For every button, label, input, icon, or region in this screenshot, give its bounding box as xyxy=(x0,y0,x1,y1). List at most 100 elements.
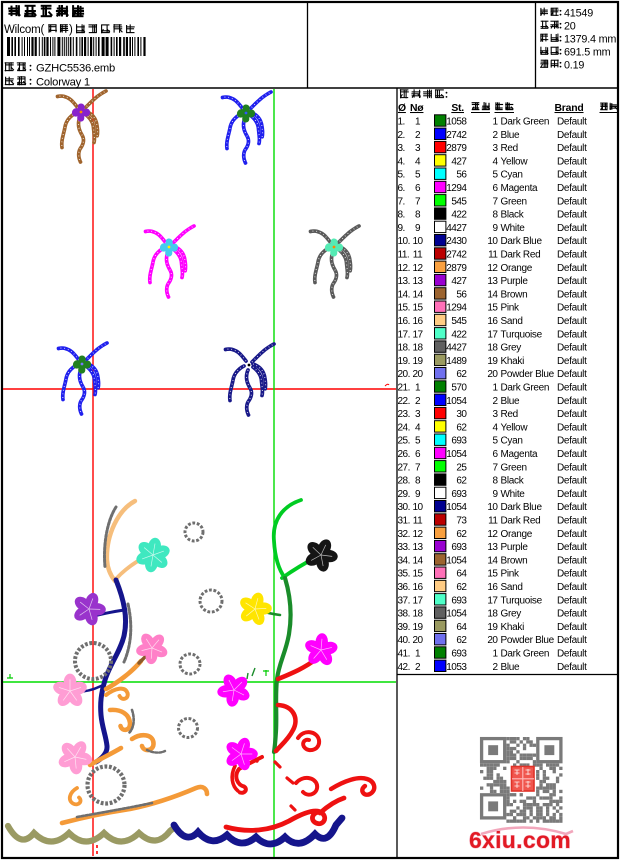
svg-text:2: 2 xyxy=(415,396,421,407)
svg-text:42.: 42. xyxy=(398,662,410,673)
svg-text:12: 12 xyxy=(487,529,498,540)
svg-text:14.: 14. xyxy=(398,289,410,300)
svg-text:Default: Default xyxy=(557,462,587,473)
svg-text:422: 422 xyxy=(451,329,467,340)
svg-text:4427: 4427 xyxy=(446,343,467,354)
svg-text:16: 16 xyxy=(487,316,498,327)
svg-text:0.19: 0.19 xyxy=(564,60,584,72)
svg-text:13: 13 xyxy=(487,276,498,287)
svg-text:13.: 13. xyxy=(398,276,410,287)
svg-text:Default: Default xyxy=(557,316,587,327)
svg-text:20: 20 xyxy=(412,369,423,380)
svg-text:19: 19 xyxy=(412,622,423,633)
svg-text:Default: Default xyxy=(557,396,587,407)
svg-text:2.: 2. xyxy=(398,130,405,141)
svg-text:7: 7 xyxy=(415,462,421,473)
svg-text:Blue: Blue xyxy=(501,130,521,141)
svg-text:3: 3 xyxy=(492,409,498,420)
svg-text:7: 7 xyxy=(415,196,421,207)
svg-text:73: 73 xyxy=(456,516,467,527)
svg-text:Default: Default xyxy=(557,210,587,221)
svg-text:8: 8 xyxy=(492,476,498,487)
svg-text:Default: Default xyxy=(557,436,587,447)
svg-text:Red: Red xyxy=(501,143,518,154)
svg-text:9.: 9. xyxy=(398,223,405,234)
svg-text:15: 15 xyxy=(412,569,423,580)
svg-text:27.: 27. xyxy=(398,462,410,473)
svg-text:1: 1 xyxy=(492,117,498,128)
svg-text:15: 15 xyxy=(487,569,498,580)
svg-text:Default: Default xyxy=(557,263,587,274)
svg-text:Khaki: Khaki xyxy=(501,356,525,367)
svg-text:4: 4 xyxy=(492,156,498,167)
svg-text:Default: Default xyxy=(557,289,587,300)
svg-text:Orange: Orange xyxy=(501,529,533,540)
svg-text:Dark Blue: Dark Blue xyxy=(501,236,543,247)
svg-text:6: 6 xyxy=(492,183,498,194)
svg-text:Default: Default xyxy=(557,476,587,487)
svg-text:5.: 5. xyxy=(398,170,405,181)
svg-text:Dark Green: Dark Green xyxy=(501,383,550,394)
svg-text:15: 15 xyxy=(412,303,423,314)
svg-text:32.: 32. xyxy=(398,529,410,540)
svg-text:2879: 2879 xyxy=(446,143,467,154)
svg-text:Default: Default xyxy=(557,383,587,394)
svg-text:12: 12 xyxy=(487,263,498,274)
svg-text:Default: Default xyxy=(557,356,587,367)
svg-text:Default: Default xyxy=(557,183,587,194)
svg-text:Default: Default xyxy=(557,622,587,633)
svg-text:Grey: Grey xyxy=(501,343,522,354)
svg-text:2: 2 xyxy=(492,130,498,141)
svg-text:Default: Default xyxy=(557,250,587,261)
svg-text:15: 15 xyxy=(487,303,498,314)
svg-text:4: 4 xyxy=(492,422,498,433)
svg-text:28.: 28. xyxy=(398,476,410,487)
svg-text:2742: 2742 xyxy=(446,130,467,141)
svg-text:693: 693 xyxy=(451,436,467,447)
svg-text:17: 17 xyxy=(412,329,423,340)
svg-text:GZHC5536.emb: GZHC5536.emb xyxy=(36,63,115,75)
svg-text:2: 2 xyxy=(415,662,421,673)
svg-text:Default: Default xyxy=(557,582,587,593)
svg-text:10: 10 xyxy=(412,502,423,513)
svg-text:Cyan: Cyan xyxy=(501,436,523,447)
svg-text:Default: Default xyxy=(557,422,587,433)
svg-text:Brand: Brand xyxy=(555,103,584,114)
svg-text:8.: 8. xyxy=(398,210,405,221)
svg-text:422: 422 xyxy=(451,210,467,221)
svg-text:Nø: Nø xyxy=(410,103,424,114)
svg-text:17.: 17. xyxy=(398,329,410,340)
svg-text:Dark Blue: Dark Blue xyxy=(501,502,543,513)
svg-text:26.: 26. xyxy=(398,449,410,460)
svg-text:30.: 30. xyxy=(398,502,410,513)
svg-text:11.: 11. xyxy=(398,250,410,261)
svg-text:693: 693 xyxy=(451,595,467,606)
svg-text:16.: 16. xyxy=(398,316,410,327)
svg-text:10: 10 xyxy=(487,502,498,513)
svg-text:30: 30 xyxy=(456,409,467,420)
svg-text:Grey: Grey xyxy=(501,609,522,620)
svg-text:6.: 6. xyxy=(398,183,405,194)
svg-text:Purple: Purple xyxy=(501,542,529,553)
svg-text:10: 10 xyxy=(487,236,498,247)
svg-text:Default: Default xyxy=(557,502,587,513)
svg-text:Sand: Sand xyxy=(501,582,523,593)
svg-text:64: 64 xyxy=(456,622,467,633)
svg-text:7.: 7. xyxy=(398,196,405,207)
svg-text:Brown: Brown xyxy=(501,289,528,300)
svg-text:17: 17 xyxy=(487,329,498,340)
svg-text:Yellow: Yellow xyxy=(501,422,529,433)
svg-text:13: 13 xyxy=(412,542,423,553)
svg-text:Default: Default xyxy=(557,276,587,287)
svg-text:20: 20 xyxy=(487,369,498,380)
svg-text:2: 2 xyxy=(415,130,421,141)
svg-text:62: 62 xyxy=(456,422,467,433)
svg-text:Default: Default xyxy=(557,489,587,500)
svg-text:Default: Default xyxy=(557,196,587,207)
svg-text:Default: Default xyxy=(557,449,587,460)
svg-text:Magenta: Magenta xyxy=(501,183,539,194)
svg-text:Default: Default xyxy=(557,649,587,660)
svg-text:62: 62 xyxy=(456,369,467,380)
svg-text:5: 5 xyxy=(492,170,498,181)
svg-text:12: 12 xyxy=(412,529,423,540)
